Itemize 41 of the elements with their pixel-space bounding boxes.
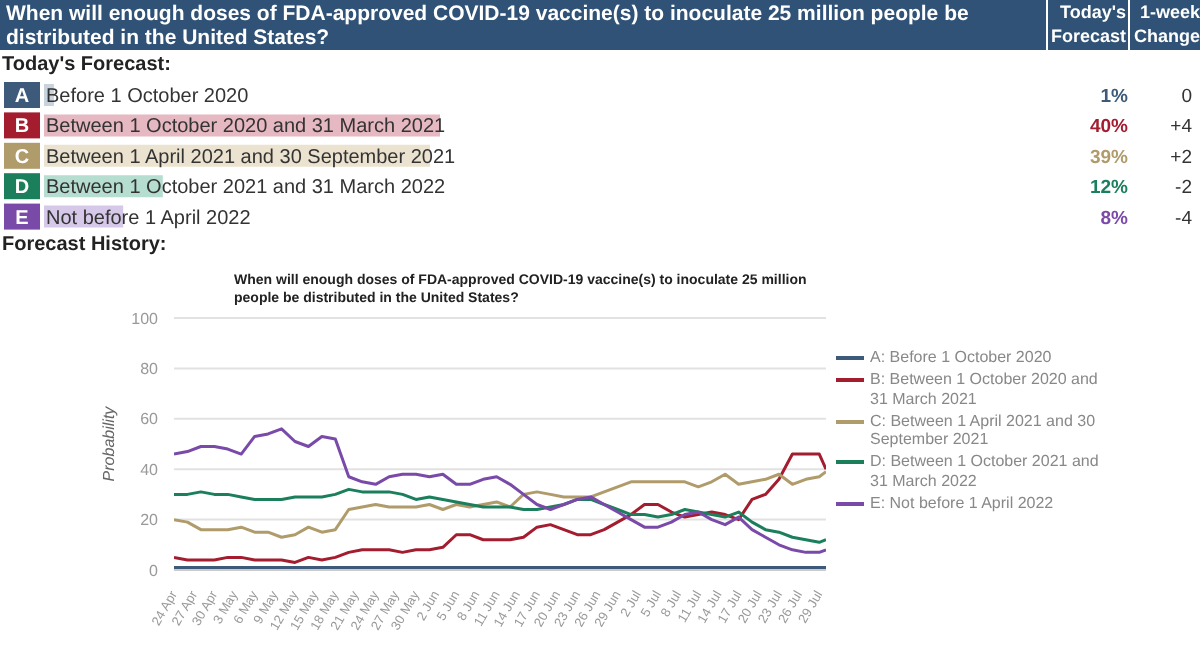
y-tick-label: 0 — [149, 561, 160, 580]
data-label: 40% — [1089, 116, 1130, 139]
line-series — [174, 470, 826, 539]
category-label: Not before 1 April 2022 — [46, 207, 251, 230]
data-label: 12% — [1089, 177, 1130, 200]
y-tick-label: 40 — [140, 460, 160, 479]
y-axis-title: Probability — [99, 404, 118, 482]
legend-label: E: Not before 1 April 2022 — [870, 493, 1056, 512]
category-label: Before 1 October 2020 — [46, 86, 249, 108]
text: -2 — [1175, 177, 1192, 200]
data-label: 8% — [1100, 207, 1130, 230]
text: +4 — [1170, 116, 1192, 139]
legend-label: A: Before 1 October 2020 — [870, 348, 1054, 367]
y-tick-label: 100 — [131, 309, 160, 328]
y-tick-label: 20 — [140, 511, 160, 530]
y-tick-label: 80 — [140, 360, 160, 379]
text: Today's Forecast — [1048, 2, 1126, 48]
text: E — [15, 207, 30, 230]
text: 1-week Change — [1131, 2, 1200, 48]
text: A — [14, 86, 30, 108]
category-label: Between 1 October 2020 and 31 March 2021 — [46, 116, 446, 139]
text: +2 — [1170, 146, 1192, 169]
text: Forecast History: — [2, 234, 167, 256]
text: -4 — [1175, 207, 1192, 230]
line-series — [174, 427, 826, 554]
line-series — [174, 487, 826, 544]
legend-label: B: Between 1 October 2020 and 31 March 2021 — [870, 370, 1100, 408]
legend-label: C: Between 1 April 2021 and 30 September 2021 — [870, 411, 1098, 449]
line-series — [174, 452, 826, 564]
legend-label: D: Between 1 October 2021 and 31 March 2022 — [870, 452, 1101, 490]
data-label: 1% — [1100, 86, 1130, 108]
text: 0 — [1181, 86, 1192, 108]
data-label: 39% — [1089, 146, 1130, 169]
chart-subtitle: Today's Forecast: — [2, 54, 171, 76]
y-tick-label: 60 — [140, 410, 160, 429]
category-label: Between 1 October 2021 and 31 March 2022 — [46, 177, 446, 200]
text: B — [14, 116, 30, 139]
text: C — [14, 146, 30, 169]
text: When will enough doses of FDA-approved COVID-19 vaccine(s) to inoculate 25 million people be distributed in the United States? — [6, 2, 971, 50]
category-label: Between 1 April 2021 and 30 September 2021 — [46, 146, 456, 169]
text: D — [14, 177, 30, 200]
